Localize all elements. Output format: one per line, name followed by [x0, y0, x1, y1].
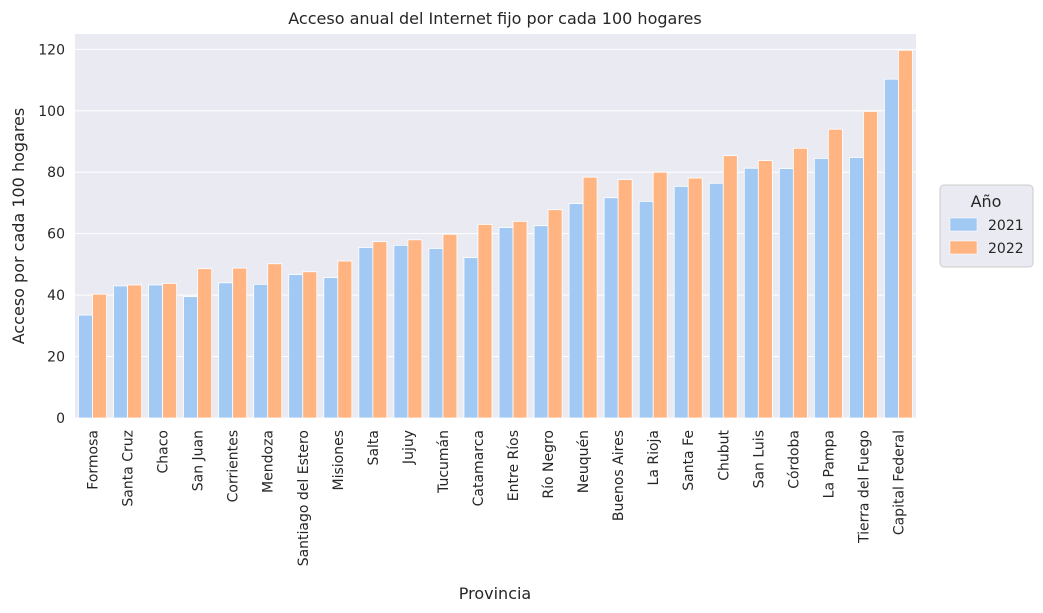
x-tick-label: Neuquén [576, 430, 592, 493]
x-tick-label: La Pampa [821, 430, 837, 498]
x-tick-label: Capital Federal [891, 430, 907, 535]
bar-2022-chubut [722, 155, 738, 419]
x-tick-label: Buenos Aires [611, 430, 627, 521]
legend-label-2022: 2022 [988, 241, 1024, 257]
x-tick-label: San Luis [751, 430, 767, 488]
y-tick-label: 60 [47, 227, 65, 243]
bar-2022-tierra-del-fuego [863, 111, 878, 419]
bar-2021-salta [358, 247, 374, 419]
x-tick-label: Misiones [331, 430, 347, 491]
y-tick-label: 100 [38, 104, 65, 120]
x-tick-label: Entre Ríos [506, 430, 522, 501]
x-tick-label: Chubut [716, 430, 732, 481]
bar-2022-chaco [162, 283, 178, 419]
x-tick-label: Río Negro [541, 430, 557, 499]
bar-2022-capital-federal [898, 49, 913, 419]
y-tick-label: 20 [47, 350, 65, 366]
bar-2021-santiago-del-estero [288, 274, 304, 419]
bar-2021-san-luis [743, 167, 759, 419]
legend-title: Año [971, 192, 1002, 211]
bar-2022-mendoza [267, 263, 283, 419]
bar-2021-río-negro [533, 225, 549, 419]
bar-2022-santa-fe [687, 177, 703, 419]
bar-2021-formosa [78, 314, 93, 419]
legend-items: 2021 2022 [949, 217, 1024, 257]
bar-2022-san-luis [757, 160, 773, 419]
y-tick-label: 120 [38, 42, 65, 58]
bar-2021-santa-cruz [113, 285, 128, 419]
x-tick-label: Tucumán [436, 430, 452, 494]
bar-2021-la-pampa [813, 158, 829, 419]
bar-2021-misiones [323, 277, 339, 419]
bar-2021-corrientes [218, 282, 234, 419]
bar-2021-tierra-del-fuego [849, 157, 864, 419]
bar-2021-santa-fe [673, 185, 689, 419]
bar-2022-río-negro [547, 209, 563, 419]
bars [78, 49, 913, 419]
bar-2022-santiago-del-estero [302, 271, 318, 419]
x-tick-label: Santa Fe [681, 430, 697, 491]
bar-2022-santa-cruz [127, 284, 142, 419]
bar-2021-la-rioja [638, 201, 654, 419]
legend-swatch-2022 [949, 240, 978, 255]
bar-2022-jujuy [407, 239, 423, 419]
bar-2021-entre-ríos [498, 227, 514, 419]
legend: Año 2021 2022 [939, 184, 1034, 268]
x-tick-label: Córdoba [786, 430, 802, 489]
bar-2021-capital-federal [884, 78, 899, 419]
bar-2021-catamarca [463, 257, 479, 419]
x-tick-label: Santa Cruz [121, 430, 137, 507]
chart-title: Acceso anual del Internet fijo por cada … [288, 9, 701, 28]
bar-2022-neuquén [582, 176, 598, 419]
plot-area [75, 34, 916, 418]
bar-2022-salta [372, 241, 388, 419]
x-tick-label: Santiago del Estero [296, 430, 312, 566]
x-tick-label: San Juan [191, 430, 207, 491]
bar-2022-la-pampa [827, 128, 843, 419]
x-tick-label: Chaco [156, 430, 172, 474]
legend-label-2021: 2021 [988, 218, 1024, 234]
gridlines [75, 48, 916, 419]
bar-2021-jujuy [393, 244, 409, 419]
bar-2022-san-juan [197, 268, 213, 419]
x-axis-title: Provincia [459, 584, 531, 603]
x-axis-ticks: Formosa Santa Cruz Chaco San Juan Corrientes… [86, 430, 908, 567]
x-tick-label: Salta [366, 430, 382, 465]
x-tick-label: Tierra del Fuego [856, 430, 872, 544]
y-axis-title: Acceso por cada 100 hogares [9, 108, 28, 345]
y-tick-label: 80 [47, 165, 65, 181]
bar-2022-la-rioja [652, 171, 668, 419]
bar-2021-neuquén [568, 203, 584, 419]
x-tick-label: Corrientes [226, 430, 242, 502]
legend-swatch-2021 [949, 217, 978, 232]
y-tick-label: 0 [56, 411, 65, 427]
bar-2022-tucumán [442, 233, 458, 419]
x-tick-label: Jujuy [401, 430, 417, 465]
bar-2022-córdoba [792, 147, 808, 419]
bar-2022-corrientes [232, 267, 248, 419]
x-tick-label: Mendoza [261, 430, 277, 493]
bar-2021-córdoba [778, 168, 794, 419]
x-tick-label: Catamarca [471, 430, 487, 506]
bar-2021-mendoza [253, 283, 269, 419]
bar-2022-formosa [92, 293, 107, 419]
bar-2021-chaco [148, 284, 164, 419]
y-axis-ticks: 0 20 40 60 80 100 120 [38, 42, 65, 427]
bar-2021-chubut [708, 182, 724, 419]
x-tick-label: La Rioja [646, 430, 662, 485]
bar-2022-misiones [337, 260, 353, 419]
bar-2021-buenos-aires [603, 197, 619, 419]
bar-2022-catamarca [477, 224, 493, 419]
bar-2021-tucumán [428, 248, 444, 419]
bar-2022-entre-ríos [512, 220, 528, 419]
x-tick-label: Formosa [86, 430, 102, 490]
y-tick-label: 40 [47, 288, 65, 304]
bar-2021-san-juan [183, 296, 199, 419]
bar-2022-buenos-aires [617, 179, 633, 419]
